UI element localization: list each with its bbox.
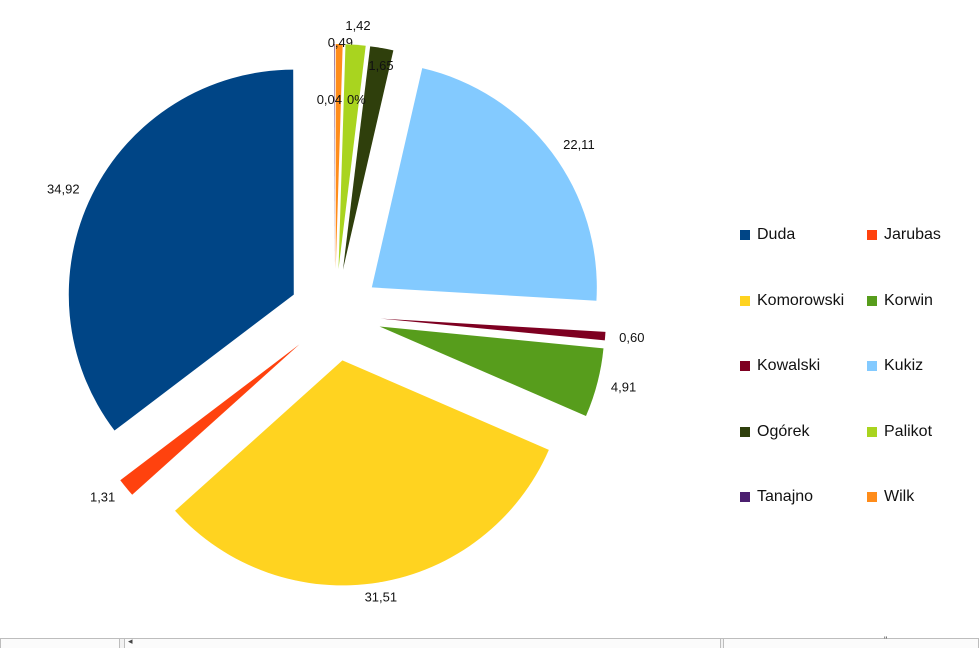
pie-slice-duda	[68, 69, 294, 431]
slice-label-unnamed: 0%	[347, 92, 366, 107]
legend-label: Palikot	[884, 422, 933, 440]
legend-item-duda: Duda	[740, 226, 795, 244]
legend-swatch	[867, 295, 877, 306]
legend-item-palikot: Palikot	[867, 423, 932, 441]
legend-item-kukiz: Kukiz	[867, 357, 923, 375]
slice-label-kukiz: 22,11	[563, 137, 595, 152]
horizontal-scrollbar[interactable]: ◂ "	[0, 635, 979, 648]
slice-label-korwin: 4,91	[611, 379, 636, 394]
legend-item-tanajno: Tanajno	[740, 488, 813, 506]
scrollbar-left-segment[interactable]	[0, 639, 120, 648]
slice-label-palikot: 1,42	[345, 18, 370, 33]
pie-slice-korwin	[379, 326, 604, 416]
legend-swatch	[740, 426, 750, 437]
scrollbar-right-segment[interactable]: "	[723, 635, 979, 648]
legend-item-korwin: Korwin	[867, 292, 933, 310]
legend-swatch	[867, 426, 877, 437]
legend-swatch	[867, 230, 877, 240]
legend-swatch	[740, 361, 750, 371]
legend-label: Ogórek	[757, 422, 810, 440]
slice-label-jarubas: 1,31	[90, 490, 115, 505]
pie-slice-kukiz	[371, 68, 597, 301]
legend-label: Wilk	[884, 488, 915, 505]
pie-slice-ogorek	[342, 46, 394, 270]
legend-item-wilk: Wilk	[867, 488, 914, 506]
legend-item-kowalski: Kowalski	[740, 357, 820, 375]
slice-label-kowalski: 0,60	[619, 330, 644, 345]
legend-label: Kowalski	[757, 357, 821, 374]
legend-label: Komorowski	[757, 291, 845, 309]
legend-swatch	[867, 361, 877, 371]
pie-slice-tanajno	[334, 44, 335, 270]
pie-slice-wilk	[335, 44, 343, 270]
scroll-left-arrow-icon[interactable]: ◂	[128, 636, 133, 646]
legend-swatch	[740, 492, 750, 502]
pie-slice-jarubas	[120, 344, 300, 495]
slice-label-duda: 34,92	[47, 182, 80, 197]
legend-swatch	[867, 492, 877, 502]
legend-item-ogorek: Ogórek	[740, 423, 809, 441]
pie-slice-kowalski	[380, 318, 606, 341]
scrollbar-track[interactable]: ◂	[124, 636, 721, 648]
slice-label-tanajno: 0,04	[317, 92, 342, 107]
legend-label: Tanajno	[757, 488, 814, 505]
legend-swatch	[740, 295, 750, 306]
slice-label-ogorek: 1,65	[368, 58, 393, 73]
legend-label: Duda	[757, 226, 796, 243]
legend-swatch	[740, 230, 750, 240]
scrollbar-grip-icon[interactable]: "	[884, 635, 887, 645]
legend-item-jarubas: Jarubas	[867, 226, 941, 244]
pie-slice-komorowski	[175, 360, 549, 586]
legend-label: Korwin	[884, 291, 933, 309]
legend-item-komorowski: Komorowski	[740, 292, 844, 310]
slice-label-komorowski: 31,51	[365, 589, 398, 604]
pie-slice-palikot	[338, 44, 366, 270]
legend-label: Kukiz	[884, 357, 924, 374]
legend-label: Jarubas	[884, 226, 941, 243]
